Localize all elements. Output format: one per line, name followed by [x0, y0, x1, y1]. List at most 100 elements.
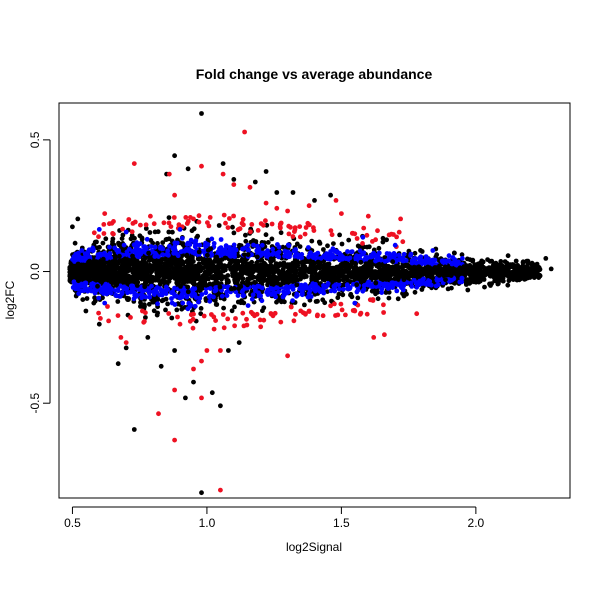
data-point [513, 258, 519, 264]
data-point [470, 257, 476, 263]
data-point [353, 261, 358, 266]
data-point [111, 219, 116, 224]
data-point [395, 270, 401, 276]
data-point [123, 229, 129, 235]
data-point [132, 235, 137, 241]
data-point [375, 228, 380, 234]
data-point [152, 266, 158, 271]
data-point [395, 276, 401, 282]
data-point [79, 248, 85, 253]
data-point [217, 274, 222, 280]
data-point [70, 224, 75, 230]
data-point [147, 262, 153, 268]
data-point [218, 403, 223, 409]
data-point [417, 255, 422, 261]
data-point [489, 281, 494, 286]
data-point [245, 242, 251, 248]
data-point [232, 304, 237, 310]
data-point [398, 216, 403, 222]
data-point [434, 252, 440, 258]
data-point [498, 259, 504, 264]
data-point [390, 280, 395, 286]
data-point [291, 248, 297, 254]
data-point [311, 225, 316, 231]
data-point [101, 222, 107, 227]
data-point [373, 291, 378, 297]
data-point [273, 294, 278, 300]
data-point [373, 275, 378, 281]
data-point [420, 277, 425, 283]
data-point [305, 267, 311, 273]
data-point [96, 234, 101, 240]
data-point [107, 255, 113, 260]
data-point [396, 229, 402, 235]
data-point [360, 251, 366, 257]
data-point [269, 236, 275, 242]
data-point [163, 296, 169, 302]
data-point [264, 270, 270, 276]
data-point [101, 231, 107, 236]
data-point [382, 332, 387, 338]
data-point [242, 129, 248, 135]
data-point [543, 256, 549, 261]
data-point [362, 270, 368, 276]
data-point [335, 312, 341, 318]
data-point [309, 238, 315, 244]
data-point [301, 285, 306, 291]
data-point [166, 279, 172, 284]
data-point [134, 292, 140, 298]
data-point [255, 243, 260, 249]
data-point [132, 219, 138, 225]
data-point [82, 251, 88, 256]
data-point [198, 311, 204, 317]
data-point [97, 251, 103, 257]
data-point [225, 225, 231, 231]
data-point [131, 296, 137, 302]
data-point [258, 324, 264, 330]
data-point [271, 281, 276, 287]
data-point [152, 277, 158, 283]
data-point [475, 261, 481, 267]
data-point [489, 258, 495, 264]
data-point [401, 251, 407, 257]
data-point [360, 288, 366, 294]
data-point [177, 321, 183, 327]
data-point [179, 288, 185, 293]
data-point [533, 272, 539, 278]
data-point [289, 276, 295, 282]
data-point [369, 282, 374, 288]
data-point [263, 232, 269, 238]
data-point [400, 239, 406, 245]
data-point [138, 300, 143, 305]
data-point [336, 273, 342, 279]
data-point [124, 278, 130, 284]
data-point [165, 262, 171, 268]
data-point [230, 268, 236, 273]
data-point [134, 266, 140, 272]
data-point [340, 292, 346, 298]
data-point [289, 283, 295, 289]
data-point [249, 259, 255, 265]
data-point [206, 223, 212, 229]
data-point [327, 252, 332, 257]
data-point [95, 283, 100, 289]
data-point [216, 223, 222, 228]
data-point [379, 290, 385, 295]
data-point [459, 252, 465, 258]
data-point [205, 252, 210, 258]
data-point [91, 230, 97, 236]
data-point [317, 265, 323, 271]
data-point [168, 224, 174, 230]
data-point [258, 293, 263, 299]
data-point [376, 245, 382, 251]
data-point [146, 250, 152, 256]
data-point [116, 248, 121, 253]
data-point [320, 313, 326, 319]
data-point [354, 282, 360, 288]
data-point [521, 264, 526, 270]
data-point [338, 301, 344, 307]
data-point [311, 261, 317, 267]
data-point [169, 315, 175, 321]
data-point [94, 239, 99, 245]
data-point [137, 241, 143, 247]
